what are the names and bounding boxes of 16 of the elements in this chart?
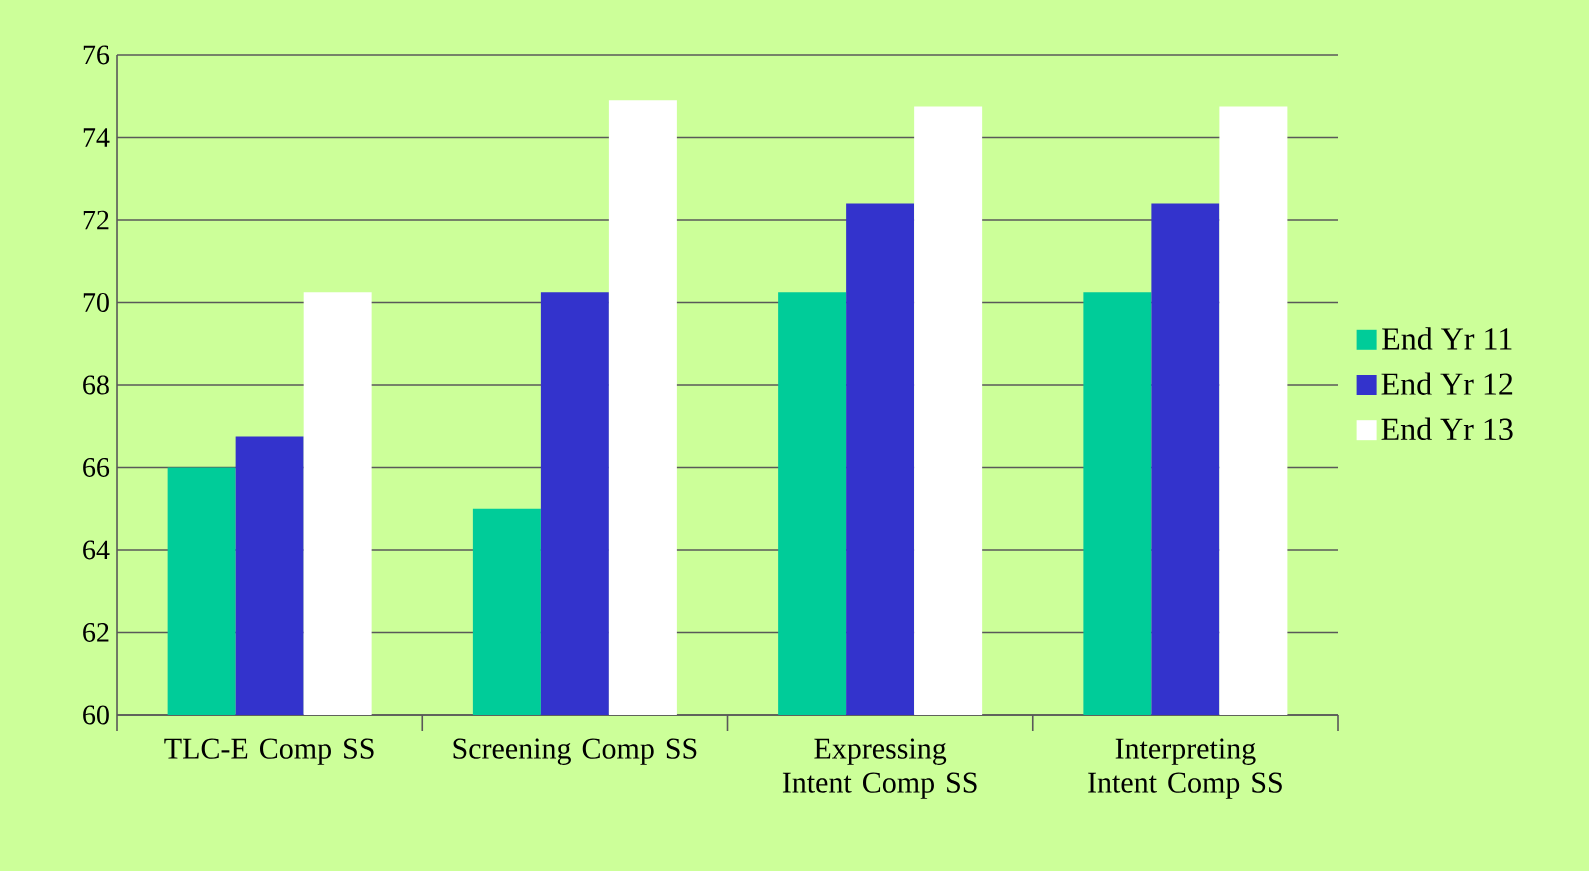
- y-tick-label: 74: [83, 128, 110, 147]
- x-tick-label: Interpreting Intent Comp SS: [1088, 738, 1282, 799]
- legend-label: End Yr 12: [1381, 372, 1513, 395]
- x-tick-label: Screening Comp SS: [453, 738, 697, 765]
- y-tick-label: 76: [83, 45, 110, 65]
- x-tick-label: TLC-E Comp SS: [164, 738, 374, 765]
- legend-label: End Yr 13: [1381, 417, 1513, 441]
- legend-label: End Yr 11: [1382, 327, 1512, 350]
- y-tick-label: 60: [83, 705, 109, 725]
- y-tick-label: 68: [83, 375, 109, 395]
- y-tick-label: 66: [83, 458, 110, 477]
- x-tick-label: Expressing Intent Comp SS: [782, 738, 977, 799]
- y-tick-label: 72: [83, 210, 109, 230]
- y-tick-label: 70: [83, 293, 109, 312]
- y-tick-label: 62: [83, 623, 109, 642]
- y-tick-label: 64: [83, 540, 110, 560]
